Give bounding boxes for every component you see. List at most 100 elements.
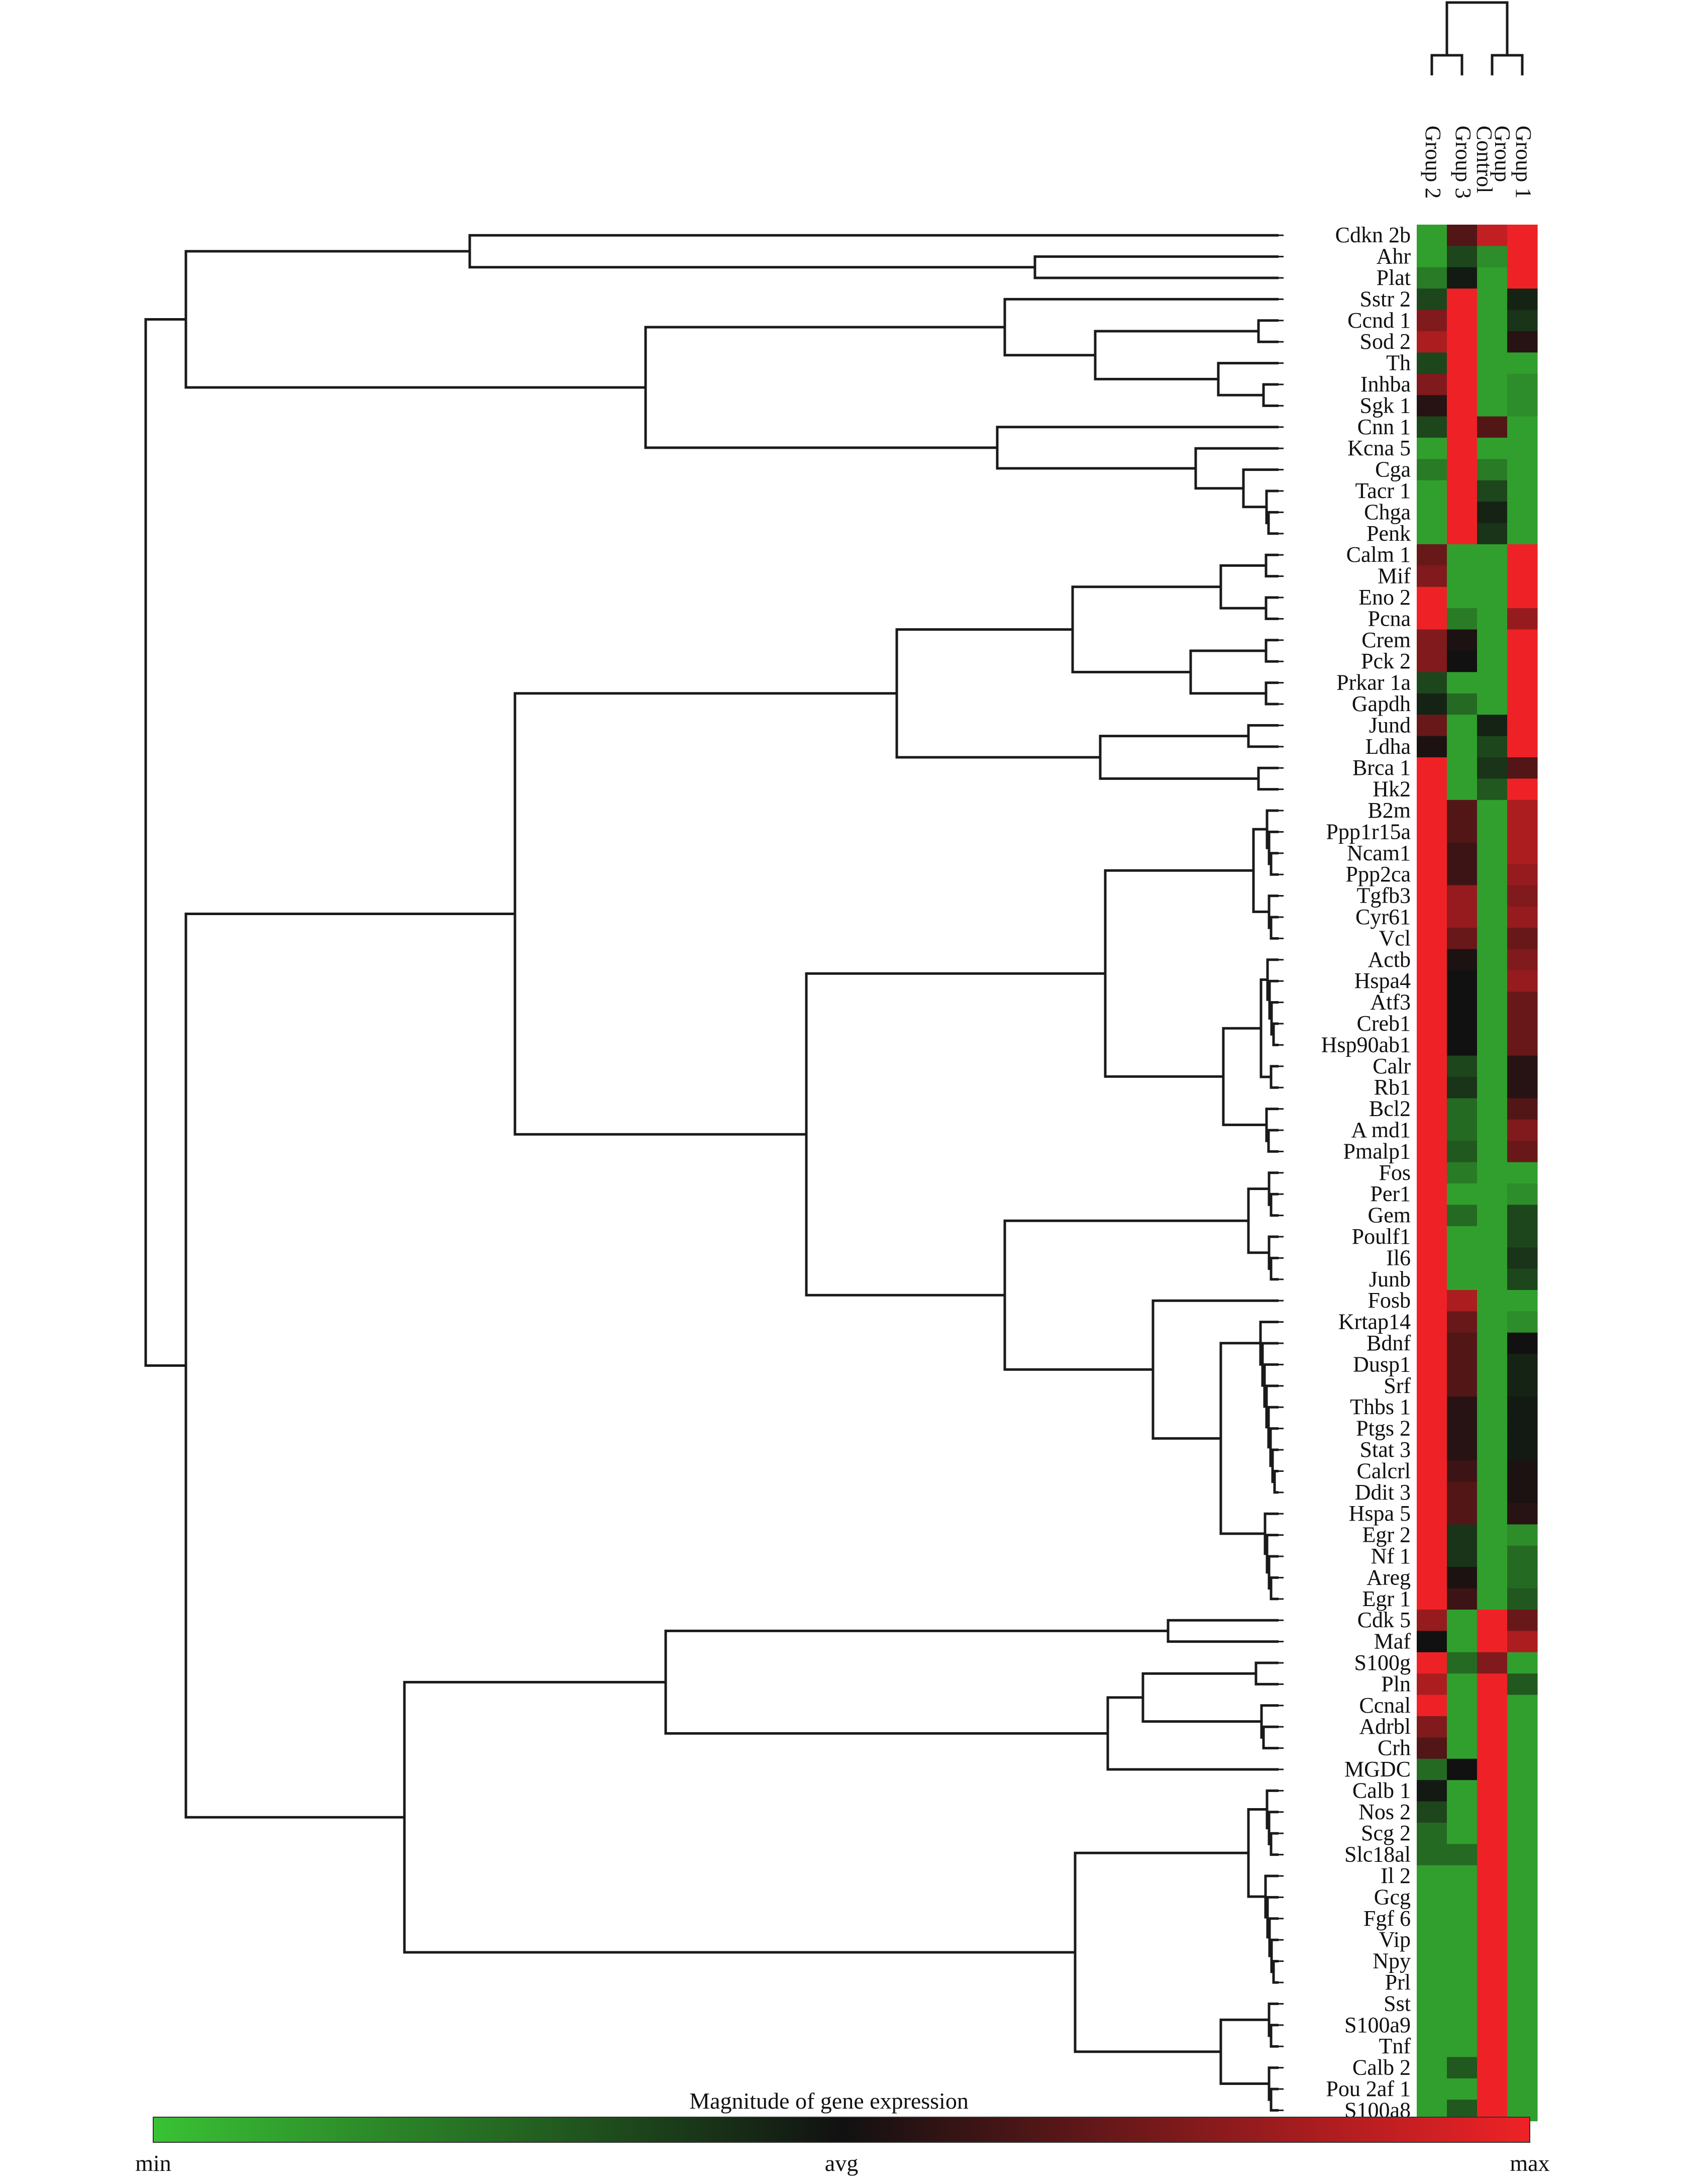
cell-gcg-group-3	[1447, 1887, 1478, 1909]
cell-cnn-1-group-1	[1507, 416, 1538, 438]
cell-srf-group-3	[1447, 1375, 1478, 1397]
cell-hsp90ab1-group-1	[1507, 1034, 1538, 1056]
cell-areg-group-2	[1417, 1567, 1447, 1589]
row-dendrogram-branch	[1106, 1696, 1279, 1771]
cell-inhba-group-2	[1417, 373, 1447, 395]
cell-mif-group-2	[1417, 565, 1447, 587]
cell-fos-group-3	[1447, 1162, 1478, 1184]
cell-calb-2-group-3	[1447, 2057, 1478, 2079]
cell-hk2-group-3	[1447, 778, 1478, 801]
row-dendrogram-branch	[1189, 649, 1266, 695]
row-label-sgk-1: Sgk 1	[1360, 393, 1411, 418]
row-label-stat-3: Stat 3	[1360, 1437, 1411, 1462]
cell-hspa4-group-2	[1417, 970, 1447, 992]
cell-krtap14-group-2	[1417, 1311, 1447, 1333]
cell-hk2-group-2	[1417, 778, 1447, 801]
cell-slc18al-group-3	[1447, 1844, 1478, 1866]
row-dendrogram-branch	[468, 234, 1279, 269]
row-label-bdnf: Bdnf	[1367, 1331, 1411, 1355]
row-dendrogram-branch	[1247, 1808, 1267, 1898]
cell-poulf1-control-group	[1477, 1226, 1508, 1248]
cell-egr-1-group-1	[1507, 1588, 1538, 1610]
row-label-penk: Penk	[1367, 521, 1411, 546]
cell-cga-group-2	[1417, 459, 1447, 481]
cell-calb-1-group-3	[1447, 1780, 1478, 1802]
cell-junb-group-3	[1447, 1268, 1478, 1290]
cell-bdnf-control-group	[1477, 1332, 1508, 1354]
cell-calcrl-group-3	[1447, 1460, 1478, 1482]
cell-slc18al-group-2	[1417, 1844, 1447, 1866]
cell-sod-2-group-1	[1507, 331, 1538, 353]
cell-hspa4-group-3	[1447, 970, 1478, 992]
row-dendrogram-branch	[1099, 735, 1258, 780]
column-label-group-1: Group 1	[1511, 126, 1536, 198]
row-label-thbs-1: Thbs 1	[1350, 1395, 1411, 1419]
cell-prkar-1a-group-2	[1417, 672, 1447, 694]
cell-ncam1-group-2	[1417, 842, 1447, 864]
cell-npy-group-2	[1417, 1950, 1447, 1972]
cell-calcrl-group-2	[1417, 1460, 1447, 1482]
row-label-il6: Il6	[1386, 1245, 1411, 1270]
row-label-ptgs-2: Ptgs 2	[1356, 1416, 1411, 1441]
cell-brca-1-control-group	[1477, 757, 1508, 779]
row-label-calcrl: Calcrl	[1356, 1458, 1411, 1483]
cell-plat-group-1	[1507, 267, 1538, 289]
cell-sstr-2-group-3	[1447, 288, 1478, 311]
cell-sst-group-2	[1417, 1993, 1447, 2015]
cell-tacr-1-group-3	[1447, 480, 1478, 502]
row-dendrogram-branch	[1104, 869, 1253, 1078]
cell-calb-1-group-1	[1507, 1780, 1538, 1802]
row-dendrogram-branch	[1247, 724, 1279, 748]
row-dendrogram-branch	[1270, 916, 1279, 940]
cell-cnn-1-group-3	[1447, 416, 1478, 438]
cell-rb1-group-3	[1447, 1077, 1478, 1099]
cell-cdkn-2b-group-2	[1417, 225, 1447, 246]
cell-cga-group-3	[1447, 459, 1478, 481]
cell-hspa-5-group-3	[1447, 1503, 1478, 1525]
cell-gem-control-group	[1477, 1205, 1508, 1227]
cell-stat-3-group-2	[1417, 1439, 1447, 1461]
cell-atf3-group-1	[1507, 991, 1538, 1014]
row-label-ppp1r15a: Ppp1r15a	[1326, 819, 1411, 844]
cell-chga-group-3	[1447, 502, 1478, 524]
cell-pmalp1-group-3	[1447, 1141, 1478, 1163]
row-dendrogram-branch	[1267, 511, 1279, 535]
cell-calb-2-group-2	[1417, 2057, 1447, 2079]
cell-ahr-group-3	[1447, 246, 1478, 268]
cell-fosb-group-3	[1447, 1290, 1478, 1312]
cell-stat-3-group-1	[1507, 1439, 1538, 1461]
row-label-plat: Plat	[1377, 265, 1411, 290]
cell-pcna-group-3	[1447, 608, 1478, 630]
cell-ppp2ca-group-3	[1447, 864, 1478, 885]
cell-nf-1-group-1	[1507, 1545, 1538, 1567]
cell-bcl2-group-1	[1507, 1098, 1538, 1120]
cell-ptgs-2-control-group	[1477, 1418, 1508, 1440]
row-dendrogram-branch	[1265, 596, 1279, 620]
cell-nos-2-group-2	[1417, 1801, 1447, 1823]
cell-thbs-1-group-3	[1447, 1397, 1478, 1418]
cell-hk2-group-1	[1507, 778, 1538, 801]
cell-il6-group-1	[1507, 1247, 1538, 1269]
cell-bcl2-group-2	[1417, 1098, 1447, 1120]
row-dendrogram-branch	[513, 692, 897, 1136]
cell-actb-control-group	[1477, 949, 1508, 971]
row-label-crem: Crem	[1361, 628, 1411, 652]
cell-calr-control-group	[1477, 1055, 1508, 1077]
cell-ccnal-group-3	[1447, 1695, 1478, 1717]
row-label-hspa-5: Hspa 5	[1349, 1501, 1411, 1526]
row-label-creb1: Creb1	[1356, 1011, 1411, 1036]
cell-mgdc-control-group	[1477, 1758, 1508, 1780]
cell-adrbl-control-group	[1477, 1716, 1508, 1738]
cell-crh-group-3	[1447, 1737, 1478, 1759]
row-dendrogram-branch	[1265, 639, 1279, 663]
row-dendrogram-branch	[1003, 297, 1279, 357]
row-label-cga: Cga	[1375, 457, 1411, 482]
cell-ccnal-control-group	[1477, 1695, 1508, 1717]
cell-ppp1r15a-control-group	[1477, 821, 1508, 843]
cell-brca-1-group-2	[1417, 757, 1447, 779]
cell-pln-group-3	[1447, 1673, 1478, 1696]
cell-cyr61-group-2	[1417, 906, 1447, 928]
cell-crem-control-group	[1477, 629, 1508, 651]
cell-il-2-group-3	[1447, 1865, 1478, 1887]
